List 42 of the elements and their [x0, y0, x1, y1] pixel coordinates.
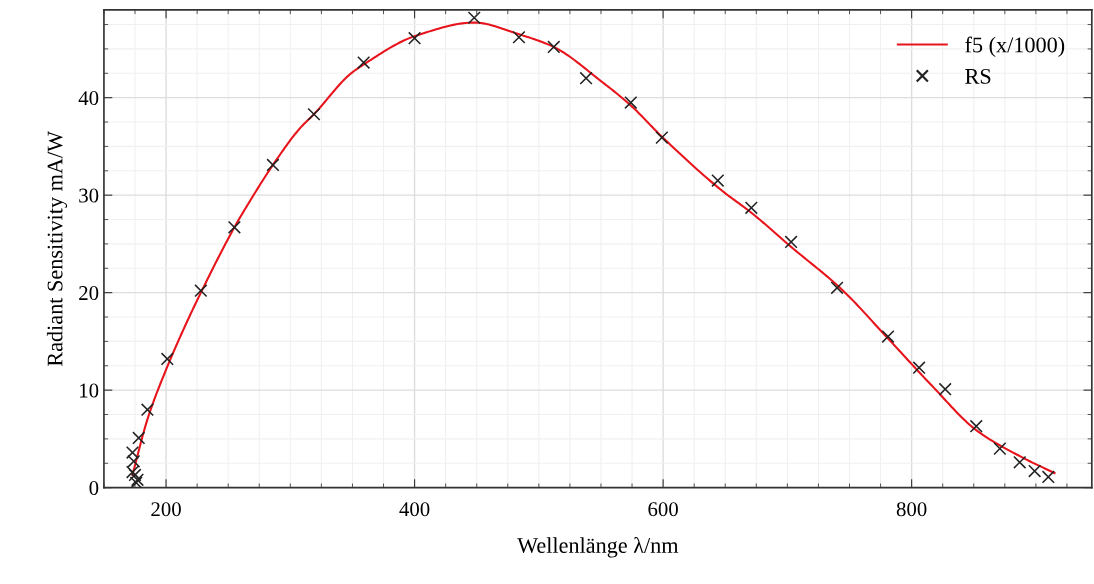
- point: [160, 352, 174, 366]
- x-tick-label: 200: [151, 502, 181, 517]
- y-tick-label: 0: [89, 481, 99, 496]
- point: [579, 71, 593, 85]
- point: [307, 107, 321, 121]
- point: [1041, 470, 1055, 484]
- point: [1013, 455, 1027, 469]
- point: [744, 201, 758, 215]
- legend-label: f5 (x/1000): [965, 36, 1065, 57]
- point: [194, 284, 208, 298]
- point: [132, 431, 146, 445]
- point: [784, 235, 798, 249]
- point: [711, 173, 725, 188]
- y-tick-label: 20: [79, 286, 99, 301]
- y-tick-label: 30: [79, 188, 99, 203]
- point: [830, 281, 844, 295]
- point: [655, 131, 669, 145]
- point: [969, 419, 983, 433]
- x-tick-label: 800: [896, 502, 927, 517]
- point: [467, 11, 481, 25]
- point: [227, 220, 241, 234]
- x-tick-label: 600: [648, 502, 678, 517]
- point: [881, 329, 895, 344]
- point: [140, 403, 154, 417]
- point: [624, 95, 638, 110]
- point: [993, 442, 1007, 456]
- y-tick-label: 10: [80, 383, 99, 398]
- legend-label: RS: [965, 68, 991, 84]
- point: [512, 30, 526, 44]
- point: [547, 40, 561, 54]
- point: [408, 31, 422, 45]
- point: [266, 158, 280, 172]
- point: [127, 454, 141, 468]
- point: [938, 382, 952, 396]
- point: [125, 445, 140, 460]
- point: [1028, 464, 1042, 478]
- point: [357, 55, 371, 70]
- y-tick-label: 40: [78, 91, 99, 106]
- x-axis-title: Wellenlänge λ/nm: [517, 537, 679, 558]
- y-axis-title: Radiant Sensitivity mA/W: [46, 130, 68, 367]
- x-tick-label: 400: [399, 502, 430, 517]
- point: [912, 361, 926, 375]
